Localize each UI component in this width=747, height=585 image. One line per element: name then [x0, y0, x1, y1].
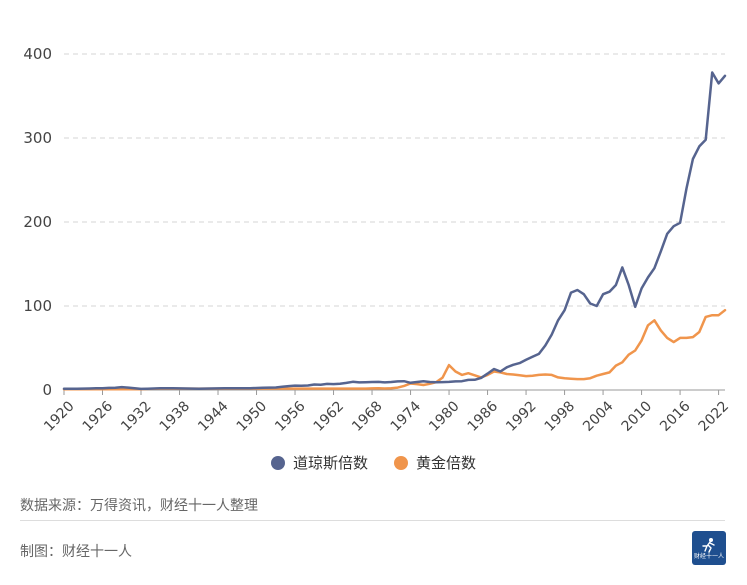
y-tick-label-300: 300 [23, 129, 52, 147]
x-tick-label-1962: 1962 [311, 398, 348, 435]
legend-item-dow[interactable]: 道琼斯倍数 [270, 452, 368, 473]
y-axis-ticks: 0 100 200 300 400 [23, 45, 52, 399]
series-lines [62, 71, 727, 391]
x-tick-label-2010: 2010 [619, 398, 656, 435]
legend-dow-label: 道琼斯倍数 [292, 454, 368, 472]
x-tick-label-1926: 1926 [80, 398, 117, 435]
y-tick-label-0: 0 [42, 381, 52, 399]
gold-series-line [62, 308, 727, 391]
data-source-note: 数据来源：万得资讯，财经十一人整理 [20, 498, 258, 514]
y-tick-label-100: 100 [23, 297, 52, 315]
x-tick-label-1944: 1944 [195, 398, 232, 435]
x-tick-label-2016: 2016 [657, 398, 694, 435]
x-tick-label-1974: 1974 [388, 398, 425, 435]
grid-lines [64, 53, 725, 391]
footer-divider [20, 520, 725, 521]
legend-gold-label: 黄金倍数 [416, 454, 477, 472]
y-tick-label-400: 400 [23, 45, 52, 63]
x-tick-label-1932: 1932 [118, 398, 155, 435]
x-tick-label-1956: 1956 [272, 398, 309, 435]
x-tick-label-1986: 1986 [465, 398, 502, 435]
brand-logo: 财经十一人 [692, 531, 726, 565]
chart-credit: 制图：财经十一人 [20, 544, 132, 560]
legend-item-gold[interactable]: 黄金倍数 [394, 452, 476, 473]
x-tick-label-1950: 1950 [234, 398, 271, 435]
x-tick-label-2022: 2022 [696, 398, 733, 435]
x-tick-label-1998: 1998 [542, 398, 579, 435]
dow-series-line [62, 71, 727, 391]
x-tick-label-1968: 1968 [349, 398, 386, 435]
y-tick-label-200: 200 [23, 213, 52, 231]
x-tick-label-1980: 1980 [426, 398, 463, 435]
legend-gold-marker [394, 455, 408, 470]
legend: 道琼斯倍数 黄金倍数 [0, 452, 747, 473]
x-tick-label-1938: 1938 [157, 398, 194, 435]
x-tick-label-1920: 1920 [41, 398, 78, 435]
x-axis-ticks: 1920 1926 1932 1938 1944 1950 1956 1962 1968 1974… [41, 390, 732, 435]
x-tick-label-2004: 2004 [580, 398, 617, 435]
x-tick-label-1992: 1992 [503, 398, 540, 435]
runner-icon [702, 537, 715, 553]
legend-dow-marker [270, 455, 285, 470]
logo-text: 财经十一人 [693, 552, 724, 560]
